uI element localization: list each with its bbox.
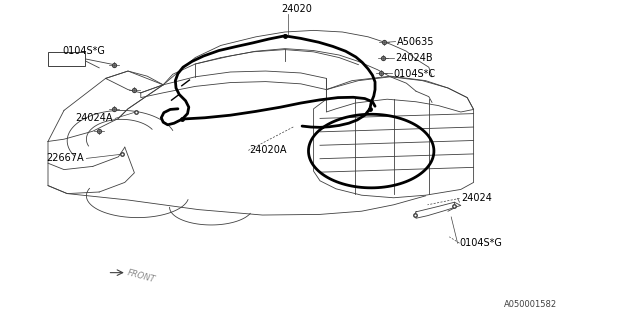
Text: 24024: 24024 bbox=[461, 193, 492, 204]
Text: 24020A: 24020A bbox=[250, 145, 287, 156]
Text: 0104S*G: 0104S*G bbox=[63, 46, 106, 56]
Text: 24020: 24020 bbox=[282, 4, 312, 14]
Text: 24024B: 24024B bbox=[395, 52, 433, 63]
Text: 24024A: 24024A bbox=[76, 113, 113, 124]
Text: A50635: A50635 bbox=[397, 36, 435, 47]
Text: 22667A: 22667A bbox=[46, 153, 84, 164]
Text: 0104S*C: 0104S*C bbox=[393, 68, 435, 79]
Text: 0104S*G: 0104S*G bbox=[460, 238, 502, 248]
Text: FRONT: FRONT bbox=[127, 268, 157, 284]
Bar bbox=[48, 52, 85, 66]
Text: A050001582: A050001582 bbox=[504, 300, 557, 309]
